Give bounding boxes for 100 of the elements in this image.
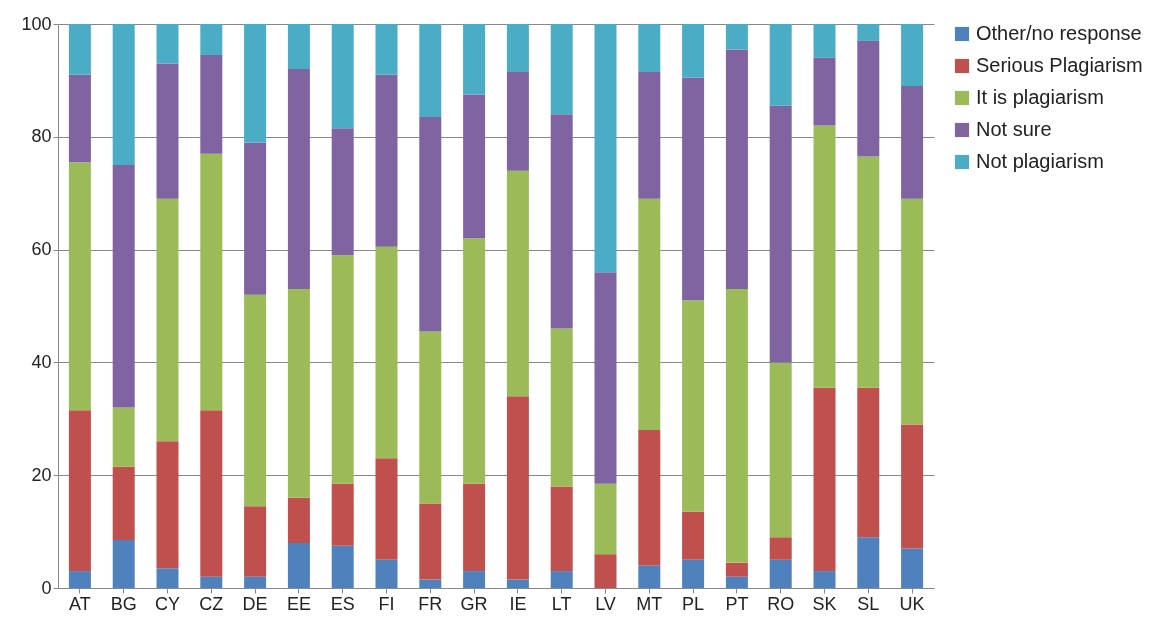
bar bbox=[331, 545, 354, 588]
x-tick-label: EE bbox=[286, 593, 311, 614]
x-tick-label: DE bbox=[242, 593, 268, 614]
x-tick-label: CY bbox=[154, 593, 181, 614]
y-tick-label: 100 bbox=[21, 13, 52, 34]
bar bbox=[594, 483, 617, 555]
bar bbox=[594, 272, 617, 484]
bar bbox=[463, 483, 486, 572]
bar bbox=[813, 125, 836, 388]
bar bbox=[156, 441, 179, 569]
bar bbox=[156, 198, 179, 442]
y-tick-label: 80 bbox=[31, 126, 52, 147]
bar bbox=[112, 24, 135, 165]
x-tick-label: IE bbox=[509, 593, 527, 614]
bar bbox=[550, 114, 573, 329]
bar bbox=[375, 246, 398, 459]
bar bbox=[682, 300, 705, 512]
bar bbox=[287, 24, 310, 70]
bar bbox=[156, 63, 179, 199]
bar bbox=[68, 74, 91, 163]
x-tick-label: FI bbox=[378, 593, 395, 614]
bar bbox=[244, 576, 267, 588]
bar bbox=[287, 69, 310, 290]
bar bbox=[550, 24, 573, 115]
bar bbox=[769, 105, 792, 363]
legend-label: Not plagiarism bbox=[976, 150, 1104, 172]
bar bbox=[68, 410, 91, 572]
legend-label: Not sure bbox=[976, 118, 1052, 140]
bar bbox=[901, 24, 924, 87]
bar bbox=[550, 328, 573, 487]
bar bbox=[857, 387, 880, 538]
x-tick-label: FR bbox=[418, 593, 443, 614]
y-tick-label: 0 bbox=[41, 577, 52, 598]
y-tick-label: 20 bbox=[31, 464, 52, 485]
bar bbox=[331, 255, 354, 484]
x-tick-label: SL bbox=[857, 593, 880, 614]
bar bbox=[419, 117, 442, 332]
x-tick-label: CZ bbox=[199, 593, 224, 614]
bar bbox=[112, 165, 135, 408]
y-tick-label: 40 bbox=[31, 351, 52, 372]
bar bbox=[463, 24, 486, 95]
bar bbox=[156, 24, 179, 64]
bar bbox=[813, 571, 836, 588]
bar bbox=[682, 77, 705, 301]
x-tick-label: GR bbox=[460, 593, 488, 614]
bar bbox=[638, 565, 661, 588]
bar bbox=[112, 407, 135, 467]
bar bbox=[725, 24, 748, 50]
bar bbox=[813, 387, 836, 572]
bar bbox=[244, 506, 267, 577]
y-tick-label: 60 bbox=[31, 239, 52, 260]
bar bbox=[769, 362, 792, 538]
bar bbox=[725, 49, 748, 290]
bar bbox=[813, 57, 836, 126]
bar bbox=[375, 559, 398, 588]
bar bbox=[244, 24, 267, 143]
bar bbox=[725, 289, 748, 563]
bar bbox=[506, 71, 529, 171]
bar bbox=[112, 540, 135, 588]
bar bbox=[419, 24, 442, 118]
bar bbox=[769, 537, 792, 560]
bar bbox=[638, 71, 661, 199]
bar bbox=[506, 579, 529, 588]
bar bbox=[725, 562, 748, 577]
x-tick-label: ES bbox=[330, 593, 355, 614]
bar bbox=[594, 24, 617, 273]
bar bbox=[287, 289, 310, 498]
bar bbox=[68, 24, 91, 75]
bar bbox=[112, 466, 135, 541]
bar bbox=[287, 497, 310, 543]
bar bbox=[375, 458, 398, 560]
bar bbox=[682, 24, 705, 78]
bar bbox=[200, 153, 223, 411]
x-tick-label: PL bbox=[682, 593, 705, 614]
bar bbox=[901, 198, 924, 425]
bar bbox=[419, 503, 442, 580]
bar bbox=[200, 55, 223, 154]
bar bbox=[725, 576, 748, 588]
bar bbox=[682, 559, 705, 588]
bar bbox=[638, 198, 661, 431]
bar bbox=[244, 294, 267, 507]
bar bbox=[331, 128, 354, 256]
bar bbox=[506, 396, 529, 580]
bar bbox=[331, 24, 354, 129]
bar bbox=[506, 24, 529, 72]
bar bbox=[901, 548, 924, 588]
legend-label: Serious Plagiarism bbox=[976, 54, 1143, 76]
bar bbox=[638, 24, 661, 72]
bar bbox=[156, 568, 179, 588]
bar bbox=[200, 576, 223, 588]
x-tick-label: SK bbox=[812, 593, 837, 614]
x-tick-label: MT bbox=[636, 593, 663, 614]
bar bbox=[550, 571, 573, 588]
bar bbox=[375, 74, 398, 247]
bar bbox=[901, 424, 924, 549]
bar bbox=[594, 554, 617, 588]
bar bbox=[857, 24, 880, 41]
bar bbox=[68, 162, 91, 411]
bar bbox=[331, 483, 354, 546]
bar bbox=[769, 559, 792, 588]
